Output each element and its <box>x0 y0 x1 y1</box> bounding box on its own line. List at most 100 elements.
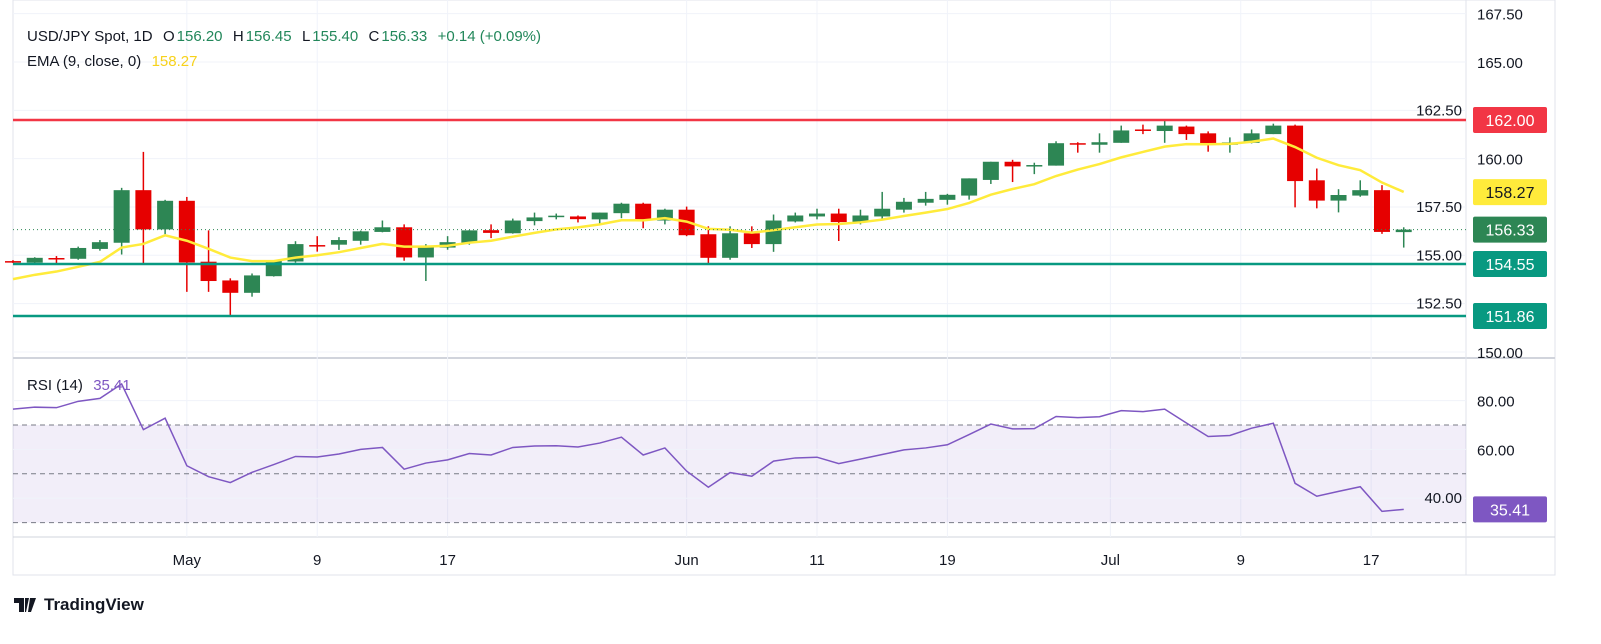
rsi-tick-label: 60.00 <box>1477 442 1515 459</box>
chart-frame <box>12 0 1556 576</box>
open-value: 156.20 <box>176 28 223 45</box>
candle <box>1178 125 1195 140</box>
candle <box>417 244 434 282</box>
ema-value: 158.27 <box>151 53 198 70</box>
price-tick-label: 167.50 <box>1477 7 1523 24</box>
time-tick-label: 17 <box>1363 552 1380 569</box>
ema-line <box>12 137 1405 281</box>
candle <box>1200 131 1217 152</box>
support-1-badge <box>1473 251 1547 278</box>
candle <box>526 212 543 226</box>
rsi-legend[interactable]: RSI (14) 35.41 <box>27 377 133 394</box>
candle-body <box>157 200 174 230</box>
tradingview-logo[interactable]: TradingView <box>14 595 144 615</box>
candle <box>265 260 282 277</box>
time-tick-label: 11 <box>809 552 825 569</box>
candle-body <box>895 201 912 210</box>
candle <box>330 237 347 250</box>
candle <box>787 212 804 223</box>
ema-legend[interactable]: EMA (9, close, 0) 158.27 <box>27 53 199 70</box>
candle-body <box>982 161 999 180</box>
candle <box>1308 168 1325 209</box>
candle <box>809 208 826 220</box>
low-value: 155.40 <box>312 28 359 45</box>
candle <box>200 230 217 292</box>
candle-body <box>613 203 630 214</box>
open-label: O <box>162 28 175 45</box>
time-tick-label: Jul <box>1101 552 1120 569</box>
candle-body <box>1178 126 1195 135</box>
candle <box>569 215 586 223</box>
candle-body <box>91 242 108 249</box>
high-value: 156.45 <box>245 28 292 45</box>
candle <box>1330 189 1347 213</box>
candle <box>504 218 521 234</box>
candle-body <box>591 212 608 220</box>
candle-body <box>1373 190 1390 232</box>
candle <box>591 212 608 225</box>
candle <box>1395 227 1412 248</box>
candle-body <box>1308 180 1325 201</box>
candle-body <box>483 230 500 233</box>
candle <box>1026 162 1043 175</box>
candle <box>1134 124 1151 135</box>
rsi-badge-label: 35.41 <box>1490 502 1530 519</box>
candle-body <box>743 233 760 245</box>
price-tick-label: 157.50 <box>1416 199 1462 216</box>
price-tick-label: 150.00 <box>1477 345 1523 362</box>
candle-body <box>113 190 130 243</box>
candle <box>396 224 413 261</box>
candle <box>1113 125 1130 143</box>
candle <box>352 230 369 245</box>
rsi-badge <box>1473 496 1547 523</box>
candle-body <box>200 261 217 282</box>
candle-body <box>1113 130 1130 143</box>
candle-body <box>5 261 21 263</box>
time-tick-label: Jun <box>675 552 699 569</box>
candle-body <box>1026 165 1043 167</box>
candle-body <box>1004 161 1021 167</box>
candle-body <box>1352 190 1369 196</box>
candle-body <box>1395 229 1412 233</box>
ema-badge-label: 158.27 <box>1486 185 1535 202</box>
candle-body <box>135 190 152 230</box>
candle <box>635 202 652 229</box>
candle-body <box>1330 195 1347 201</box>
low-label: L <box>301 28 311 45</box>
candle <box>113 187 130 255</box>
candle-body <box>461 230 478 243</box>
candle <box>1004 159 1021 183</box>
candle-body <box>1265 125 1282 135</box>
candle-body <box>874 208 891 217</box>
candle-body <box>809 213 826 217</box>
candle <box>917 191 934 206</box>
close-label: C <box>368 28 380 45</box>
candle-body <box>1091 142 1108 145</box>
candle-body <box>917 198 934 203</box>
candle <box>91 240 108 251</box>
close-value: 156.33 <box>381 28 428 45</box>
candle-body <box>700 234 717 258</box>
candle <box>1156 120 1173 143</box>
price-tick-label: 155.00 <box>1416 247 1462 264</box>
candle-body <box>1156 125 1173 132</box>
price-legend: USD/JPY Spot, 1D O 156.20 H 156.45 L 155.40… <box>27 28 543 45</box>
tradingview-logo-icon <box>14 598 36 612</box>
candle <box>244 273 261 297</box>
price-tick-label: 165.00 <box>1477 55 1523 72</box>
candle-body <box>244 275 261 293</box>
candle <box>483 224 500 239</box>
last-price-badge-label: 156.33 <box>1486 223 1535 240</box>
candle-body <box>396 227 413 258</box>
candle-body <box>1048 143 1065 166</box>
candle-body <box>722 233 739 258</box>
candle-body <box>352 231 369 241</box>
candle <box>1265 123 1282 135</box>
candle <box>613 202 630 219</box>
ema-label: EMA (9, close, 0) <box>27 53 142 70</box>
time-tick-label: May <box>173 552 202 569</box>
candle-body <box>961 178 978 196</box>
candle <box>70 246 87 260</box>
rsi-tick-label: 40.00 <box>1424 490 1462 507</box>
